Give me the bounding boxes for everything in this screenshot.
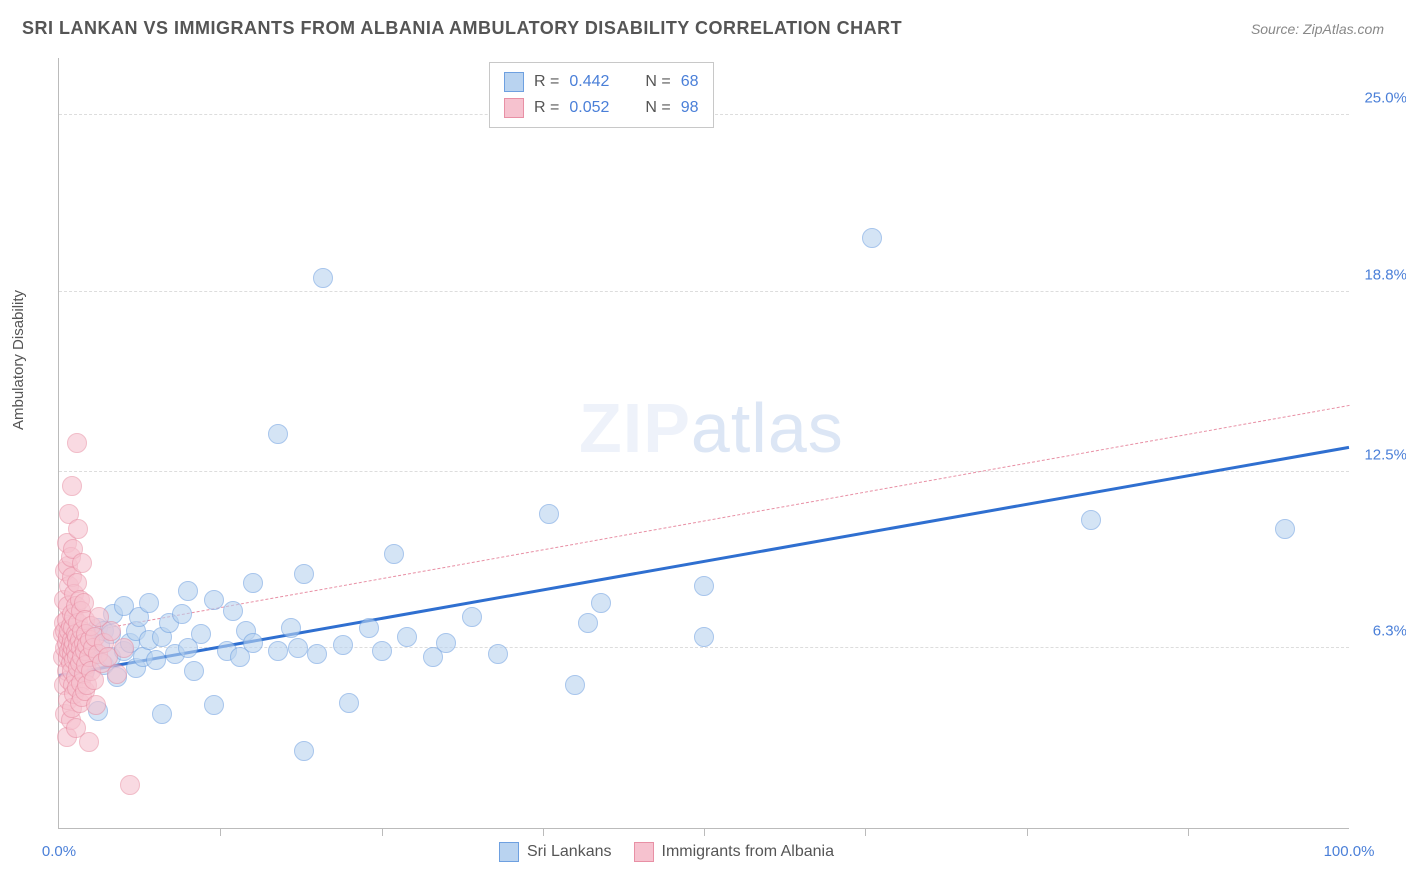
title-bar: SRI LANKAN VS IMMIGRANTS FROM ALBANIA AM… bbox=[22, 18, 1384, 39]
scatter-point bbox=[288, 638, 308, 658]
stat-n-value: 98 bbox=[681, 99, 699, 117]
chart-title: SRI LANKAN VS IMMIGRANTS FROM ALBANIA AM… bbox=[22, 18, 902, 39]
scatter-point bbox=[1275, 519, 1295, 539]
scatter-point bbox=[294, 741, 314, 761]
stat-r-value: 0.052 bbox=[569, 99, 609, 117]
scatter-point bbox=[223, 601, 243, 621]
scatter-point bbox=[107, 664, 127, 684]
stat-r-value: 0.442 bbox=[569, 73, 609, 91]
scatter-point bbox=[436, 633, 456, 653]
scatter-point bbox=[152, 704, 172, 724]
series-legend-item: Sri Lankans bbox=[499, 842, 612, 862]
x-tick bbox=[220, 828, 221, 836]
gridline bbox=[59, 471, 1349, 472]
x-tick bbox=[1027, 828, 1028, 836]
scatter-point bbox=[488, 644, 508, 664]
x-axis-max-label: 100.0% bbox=[1324, 843, 1375, 860]
scatter-point bbox=[333, 635, 353, 655]
watermark-light: atlas bbox=[691, 389, 844, 467]
scatter-point bbox=[384, 544, 404, 564]
scatter-point bbox=[72, 553, 92, 573]
legend-swatch bbox=[504, 98, 524, 118]
scatter-point bbox=[178, 581, 198, 601]
scatter-point bbox=[62, 476, 82, 496]
scatter-point bbox=[84, 670, 104, 690]
scatter-point bbox=[191, 624, 211, 644]
regression-line bbox=[59, 405, 1349, 637]
source-label: Source: ZipAtlas.com bbox=[1251, 21, 1384, 37]
scatter-point bbox=[694, 576, 714, 596]
stats-legend-row: R = 0.052 N = 98 bbox=[504, 95, 699, 121]
scatter-point bbox=[139, 593, 159, 613]
legend-swatch bbox=[634, 842, 654, 862]
scatter-point bbox=[462, 607, 482, 627]
scatter-point bbox=[114, 638, 134, 658]
watermark: ZIPatlas bbox=[579, 388, 844, 468]
x-tick bbox=[704, 828, 705, 836]
y-tick-label: 25.0% bbox=[1364, 90, 1406, 107]
scatter-point bbox=[359, 618, 379, 638]
scatter-point bbox=[101, 621, 121, 641]
y-axis-label: Ambulatory Disability bbox=[10, 290, 27, 430]
scatter-point bbox=[372, 641, 392, 661]
scatter-point bbox=[591, 593, 611, 613]
legend-swatch bbox=[499, 842, 519, 862]
scatter-point bbox=[307, 644, 327, 664]
scatter-point bbox=[172, 604, 192, 624]
scatter-point bbox=[294, 564, 314, 584]
scatter-point bbox=[243, 573, 263, 593]
series-legend-label: Sri Lankans bbox=[527, 843, 612, 861]
stat-n-label: N = bbox=[645, 99, 670, 117]
scatter-point bbox=[68, 519, 88, 539]
x-tick bbox=[543, 828, 544, 836]
stats-legend: R = 0.442 N = 68 R = 0.052 N = 98 bbox=[489, 62, 714, 128]
scatter-point bbox=[339, 693, 359, 713]
scatter-point bbox=[694, 627, 714, 647]
x-tick bbox=[382, 828, 383, 836]
stat-r-label: R = bbox=[534, 73, 559, 91]
gridline bbox=[59, 291, 1349, 292]
scatter-point bbox=[120, 775, 140, 795]
scatter-point bbox=[565, 675, 585, 695]
y-tick-label: 12.5% bbox=[1364, 446, 1406, 463]
scatter-point bbox=[1081, 510, 1101, 530]
series-legend-item: Immigrants from Albania bbox=[634, 842, 835, 862]
x-tick bbox=[865, 828, 866, 836]
series-legend-label: Immigrants from Albania bbox=[662, 843, 835, 861]
scatter-point bbox=[79, 732, 99, 752]
series-legend: Sri Lankans Immigrants from Albania bbox=[499, 842, 834, 862]
stat-n-label: N = bbox=[645, 73, 670, 91]
stat-r-label: R = bbox=[534, 99, 559, 117]
scatter-point bbox=[146, 650, 166, 670]
scatter-plot: ZIPatlas 6.3%12.5%18.8%25.0%0.0%100.0%R … bbox=[58, 58, 1349, 829]
scatter-point bbox=[578, 613, 598, 633]
scatter-point bbox=[184, 661, 204, 681]
scatter-point bbox=[268, 641, 288, 661]
x-tick bbox=[1188, 828, 1189, 836]
scatter-point bbox=[862, 228, 882, 248]
stat-n-value: 68 bbox=[681, 73, 699, 91]
y-tick-label: 18.8% bbox=[1364, 266, 1406, 283]
x-axis-min-label: 0.0% bbox=[42, 843, 76, 860]
watermark-bold: ZIP bbox=[579, 389, 691, 467]
scatter-point bbox=[67, 433, 87, 453]
stats-legend-row: R = 0.442 N = 68 bbox=[504, 69, 699, 95]
scatter-point bbox=[86, 695, 106, 715]
scatter-point bbox=[204, 590, 224, 610]
scatter-point bbox=[268, 424, 288, 444]
scatter-point bbox=[243, 633, 263, 653]
scatter-point bbox=[204, 695, 224, 715]
scatter-point bbox=[397, 627, 417, 647]
legend-swatch bbox=[504, 72, 524, 92]
y-tick-label: 6.3% bbox=[1373, 623, 1406, 640]
scatter-point bbox=[313, 268, 333, 288]
scatter-point bbox=[281, 618, 301, 638]
scatter-point bbox=[539, 504, 559, 524]
